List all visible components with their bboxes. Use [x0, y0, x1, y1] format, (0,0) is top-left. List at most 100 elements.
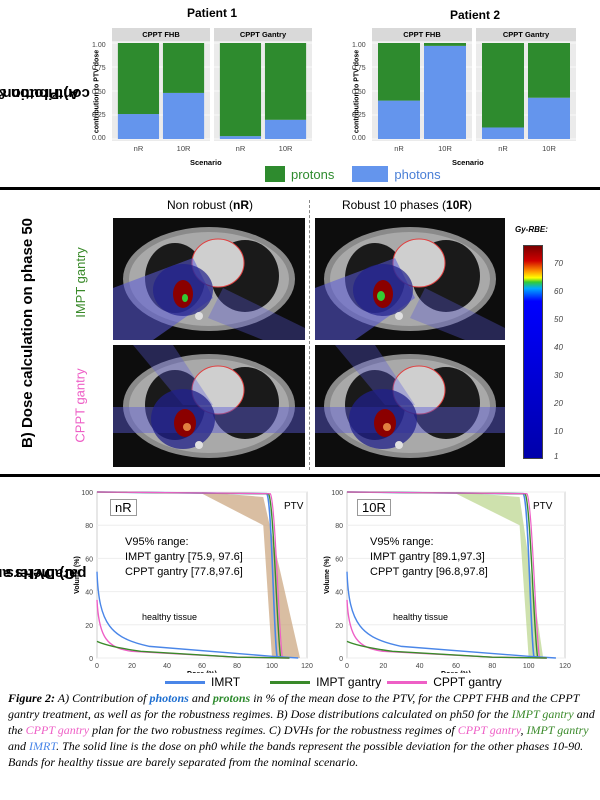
dvh-tag-10r: 10R	[357, 499, 391, 516]
ytick-p2-075: 0.75	[352, 65, 366, 72]
section-b-label: B) Dose calculation on phase 50	[19, 217, 36, 448]
bar-protons	[482, 43, 524, 128]
column-divider-dashed	[309, 200, 310, 470]
bar-category-label: nR	[394, 144, 404, 153]
healthy-label-10r: healthy tissue	[393, 612, 449, 622]
divider-a-b	[0, 187, 600, 190]
bar-protons	[162, 43, 205, 93]
bar-category-label: 10R	[542, 144, 556, 153]
ytick-p1-100: 1.00	[92, 42, 106, 49]
dvh-legend: IMRT IMPT gantry CPPT gantry	[165, 675, 502, 689]
bar-photons	[117, 114, 160, 139]
ytick-p1-050: 0.50	[92, 89, 106, 96]
figure-caption: Figure 2: A) Contribution of photons and…	[8, 691, 595, 769]
dvh-charts: 100806040200020406080100120Dose (%)Volum…	[74, 490, 571, 673]
legend-line-cppt	[387, 680, 428, 684]
dvh-xtick: 60	[198, 663, 206, 670]
bar-category-label: 10R	[177, 144, 191, 153]
dvh-ptv-band	[202, 492, 300, 658]
dose-colorbar	[523, 245, 543, 459]
dvh-ptv-imrt	[346, 491, 535, 659]
legend-label-imrt: IMRT	[211, 675, 241, 689]
bar-protons	[264, 43, 307, 120]
dvh-ptv-label-nr: PTV	[284, 501, 304, 512]
row-label-cppt: CPPT gantry	[72, 367, 88, 443]
dvh-xtick: 100	[266, 663, 278, 670]
ytick-p1-075: 0.75	[92, 65, 106, 72]
dvh-ytick: 60	[85, 556, 93, 563]
ct-scan-cppt-10r	[315, 345, 505, 467]
dvh-ytick: 40	[85, 590, 93, 597]
dvh-tag-nr: nR	[110, 499, 137, 516]
bar-legend: protons photons	[265, 165, 441, 183]
bar-category-label: nR	[134, 144, 144, 153]
ytick-p1-025: 0.25	[92, 112, 106, 119]
bar-photons	[482, 127, 524, 139]
colorbar-tick-50: 50	[554, 315, 563, 324]
legend-line-imrt	[165, 680, 205, 684]
colorbar-title: Gy-RBE:	[515, 225, 548, 234]
dvh-healthy-impt	[96, 640, 290, 659]
legend-label-protons: protons	[291, 166, 335, 182]
bar-protons	[528, 43, 570, 98]
legend-label-impt: IMPT gantry	[316, 675, 382, 689]
ytick-p2-050: 0.50	[352, 89, 366, 96]
dvh-xlabel: Dose (%)	[187, 671, 217, 673]
v95-title-10r: V95% range:	[370, 536, 434, 548]
divider-b-c	[0, 474, 600, 477]
dvh-xlabel: Dose (%)	[441, 671, 471, 673]
bar-category-label: nR	[236, 144, 246, 153]
dvh-healthy-cppt	[346, 599, 547, 659]
dvh-ylabel: Volume (%)	[324, 556, 331, 594]
legend-label-photons: photons	[394, 166, 441, 182]
row-label-impt: IMPT gantry	[72, 247, 88, 318]
bar-photons	[528, 97, 570, 139]
dvh-healthy-imrt	[96, 571, 299, 659]
dvh-xtick: 100	[523, 663, 535, 670]
dvh-xtick: 20	[379, 663, 387, 670]
dvh-healthy-impt	[346, 640, 547, 659]
ytick-p2-000: 0.00	[352, 135, 366, 142]
ytick-p2-100: 1.00	[352, 42, 366, 49]
dvh-healthy-cppt	[96, 599, 290, 659]
dvh-xtick: 40	[416, 663, 424, 670]
legend-swatch-protons	[265, 166, 285, 182]
dvh-xtick: 40	[163, 663, 171, 670]
xlabel-p1: Scenario	[190, 158, 222, 167]
legend-label-cppt: CPPT gantry	[433, 675, 502, 689]
dvh-xtick: 0	[95, 663, 99, 670]
colorbar-tick-10: 10	[554, 427, 563, 436]
legend-swatch-photons	[352, 166, 389, 182]
dvh-xtick: 80	[488, 663, 496, 670]
bar-category-label: 10R	[279, 144, 293, 153]
dvh-ptv-cppt	[346, 491, 541, 659]
colorbar-tick-1: 1	[554, 452, 559, 461]
bar-category-label: nR	[498, 144, 508, 153]
dvh-ytick: 60	[335, 556, 343, 563]
dvh-xtick: 120	[559, 663, 571, 670]
dvh-healthy-imrt	[346, 571, 556, 659]
xlabel-p2: Scenario	[452, 158, 484, 167]
col-title-robust: Robust 10 phases (10R)	[341, 198, 473, 212]
colorbar-tick-30: 30	[554, 371, 563, 380]
dvh-ytick: 80	[85, 523, 93, 530]
facet-strip-p1-fhb: CPPT FHB	[112, 28, 210, 42]
v95-impt-10r: IMPT gantry [89.1,97.3]	[370, 551, 485, 563]
facet-strip-p1-gantry: CPPT Gantry	[214, 28, 312, 42]
dvh-ytick: 40	[335, 590, 343, 597]
stacked-bar-chart: nR 10R nR 10R nR 10R nR 10R	[112, 41, 576, 153]
dvh-ytick: 80	[335, 523, 343, 530]
patient-2-title: Patient 2	[449, 8, 500, 22]
colorbar-tick-70: 70	[554, 259, 563, 268]
col-title-nonrobust: Non robust (nR)	[166, 198, 254, 212]
dvh-ptv-impt	[96, 491, 282, 659]
legend-line-impt	[270, 680, 311, 684]
facet-strip-p2-fhb: CPPT FHB	[372, 28, 472, 42]
patient-1-title: Patient 1	[186, 6, 237, 20]
bar-protons	[219, 43, 262, 137]
dvh-xtick: 20	[128, 663, 136, 670]
colorbar-tick-40: 40	[554, 343, 563, 352]
colorbar-tick-60: 60	[554, 287, 563, 296]
dvh-xtick: 60	[452, 663, 460, 670]
dvh-xtick: 120	[301, 663, 313, 670]
